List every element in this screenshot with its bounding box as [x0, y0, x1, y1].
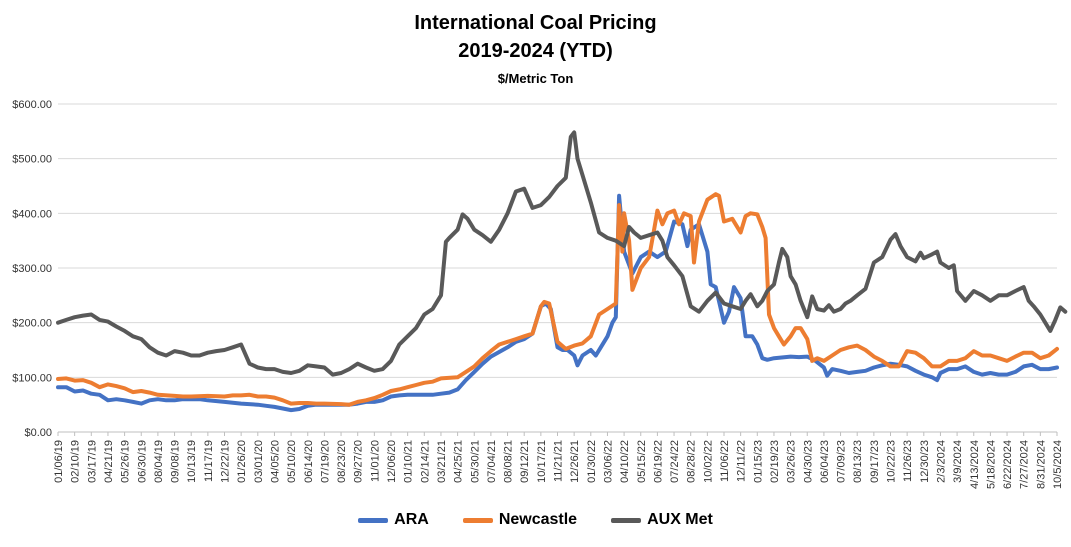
x-tick-label: 02/10/19 [70, 440, 82, 483]
x-tick-label: 01/15/23 [752, 440, 764, 483]
chart-units: $/Metric Ton [497, 71, 574, 86]
x-tick-label: 11/26/23 [902, 440, 914, 482]
legend-swatch-aux-met [611, 517, 642, 523]
y-tick-label: $600.00 [12, 99, 52, 111]
x-tick-label: 10/17/21 [536, 440, 548, 483]
x-tick-label: 05/10/20 [286, 440, 298, 483]
legend-label-ara: ARA [394, 511, 429, 528]
x-tick-label: 12/11/22 [736, 440, 748, 482]
x-tick-label: 05/15/22 [636, 440, 648, 483]
x-tick-label: 12/26/21 [569, 440, 581, 483]
x-tick-label: 02/14/21 [419, 440, 431, 483]
x-tick-label: 03/21/21 [436, 440, 448, 483]
x-tick-label: 04/05/20 [269, 440, 281, 483]
x-tick-label: 06/30/19 [136, 440, 148, 483]
x-tick-label: 01/26/20 [236, 440, 248, 483]
legend-item-newcastle: Newcastle [462, 511, 578, 529]
x-tick-label: 01/30/22 [586, 440, 598, 483]
legend-label-aux-met: AUX Met [647, 511, 713, 528]
x-tick-label: 01/10/21 [403, 440, 415, 483]
x-tick-label: 11/01/20 [369, 440, 381, 482]
y-tick-label: $0.00 [24, 427, 52, 439]
x-tick-label: 12/06/20 [386, 440, 398, 483]
legend-swatch-ara [358, 517, 389, 523]
x-tick-label: 09/08/19 [170, 440, 182, 483]
legend-swatch-newcastle [462, 517, 493, 523]
x-tick-label: 10/13/19 [186, 440, 198, 483]
x-tick-label: 8/31/2024 [1035, 440, 1047, 489]
x-tick-label: 07/24/22 [669, 440, 681, 483]
x-tick-label: 06/19/22 [652, 440, 664, 483]
x-tick-label: 03/06/22 [602, 440, 614, 483]
y-tick-label: $100.00 [12, 372, 52, 384]
x-tick-label: 12/30/23 [919, 440, 931, 483]
x-tick-label: 11/06/22 [719, 440, 731, 482]
legend: ARA Newcastle AUX Met [0, 511, 1071, 529]
x-tick-label: 08/28/22 [686, 440, 698, 483]
legend-item-aux-met: AUX Met [611, 511, 713, 529]
series-line-ara [56, 193, 1059, 413]
x-tick-label: 02/19/23 [769, 440, 781, 483]
x-tick-label: 03/17/19 [86, 440, 98, 483]
x-tick-label: 08/04/19 [153, 440, 165, 483]
x-tick-label: 03/26/23 [786, 440, 798, 483]
x-tick-label: 11/21/21 [553, 440, 565, 482]
series-line-aux-met [56, 130, 1068, 377]
y-tick-label: $500.00 [12, 154, 52, 166]
x-tick-label: 05/30/21 [469, 440, 481, 483]
x-tick-label: 04/21/19 [103, 440, 115, 483]
x-tick-label: 01/06/19 [53, 440, 65, 483]
x-tick-label: 09/12/21 [519, 440, 531, 483]
x-tick-label: 3/9/2024 [952, 440, 964, 483]
chart-subtitle: 2019-2024 (YTD) [458, 40, 613, 62]
x-tick-label: 07/19/20 [319, 440, 331, 483]
x-tick-label: 4/13/2024 [969, 440, 981, 489]
y-tick-label: $200.00 [12, 318, 52, 330]
x-tick-label: 07/04/21 [486, 440, 498, 483]
y-tick-label: $300.00 [12, 263, 52, 275]
x-tick-label: 10/02/22 [702, 440, 714, 483]
x-tick-label: 06/04/23 [819, 440, 831, 483]
x-tick-label: 11/17/19 [203, 440, 215, 482]
x-tick-label: 04/25/21 [453, 440, 465, 483]
x-tick-label: 04/30/23 [802, 440, 814, 483]
x-tick-label: 07/09/23 [836, 440, 848, 483]
x-tick-label: 12/22/19 [220, 440, 232, 483]
x-tick-label: 08/13/23 [852, 440, 864, 483]
x-tick-label: 10/5/2024 [1052, 440, 1064, 489]
x-tick-label: 04/10/22 [619, 440, 631, 483]
x-tick-label: 10/22/23 [886, 440, 898, 483]
y-tick-label: $400.00 [12, 208, 52, 220]
x-tick-label: 08/08/21 [503, 440, 515, 483]
x-tick-label: 5/18/2024 [985, 440, 997, 489]
legend-item-ara: ARA [358, 511, 429, 529]
x-tick-label: 7/27/2024 [1019, 440, 1031, 489]
x-tick-label: 6/22/2024 [1002, 440, 1014, 489]
x-tick-label: 05/26/19 [120, 440, 132, 483]
x-tick-label: 09/27/20 [353, 440, 365, 483]
x-tick-label: 08/23/20 [336, 440, 348, 483]
series-line-newcastle [56, 192, 1059, 407]
legend-label-newcastle: Newcastle [498, 511, 578, 528]
chart-title: International Coal Pricing [414, 12, 657, 34]
x-tick-label: 2/3/2024 [935, 440, 947, 483]
x-tick-label: 09/17/23 [869, 440, 881, 483]
x-tick-label: 06/14/20 [303, 440, 315, 483]
x-tick-label: 03/01/20 [253, 440, 265, 483]
